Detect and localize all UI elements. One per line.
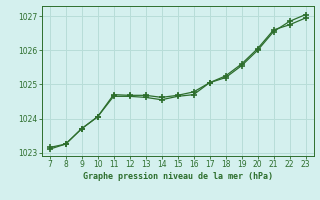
X-axis label: Graphe pression niveau de la mer (hPa): Graphe pression niveau de la mer (hPa) [83, 172, 273, 181]
